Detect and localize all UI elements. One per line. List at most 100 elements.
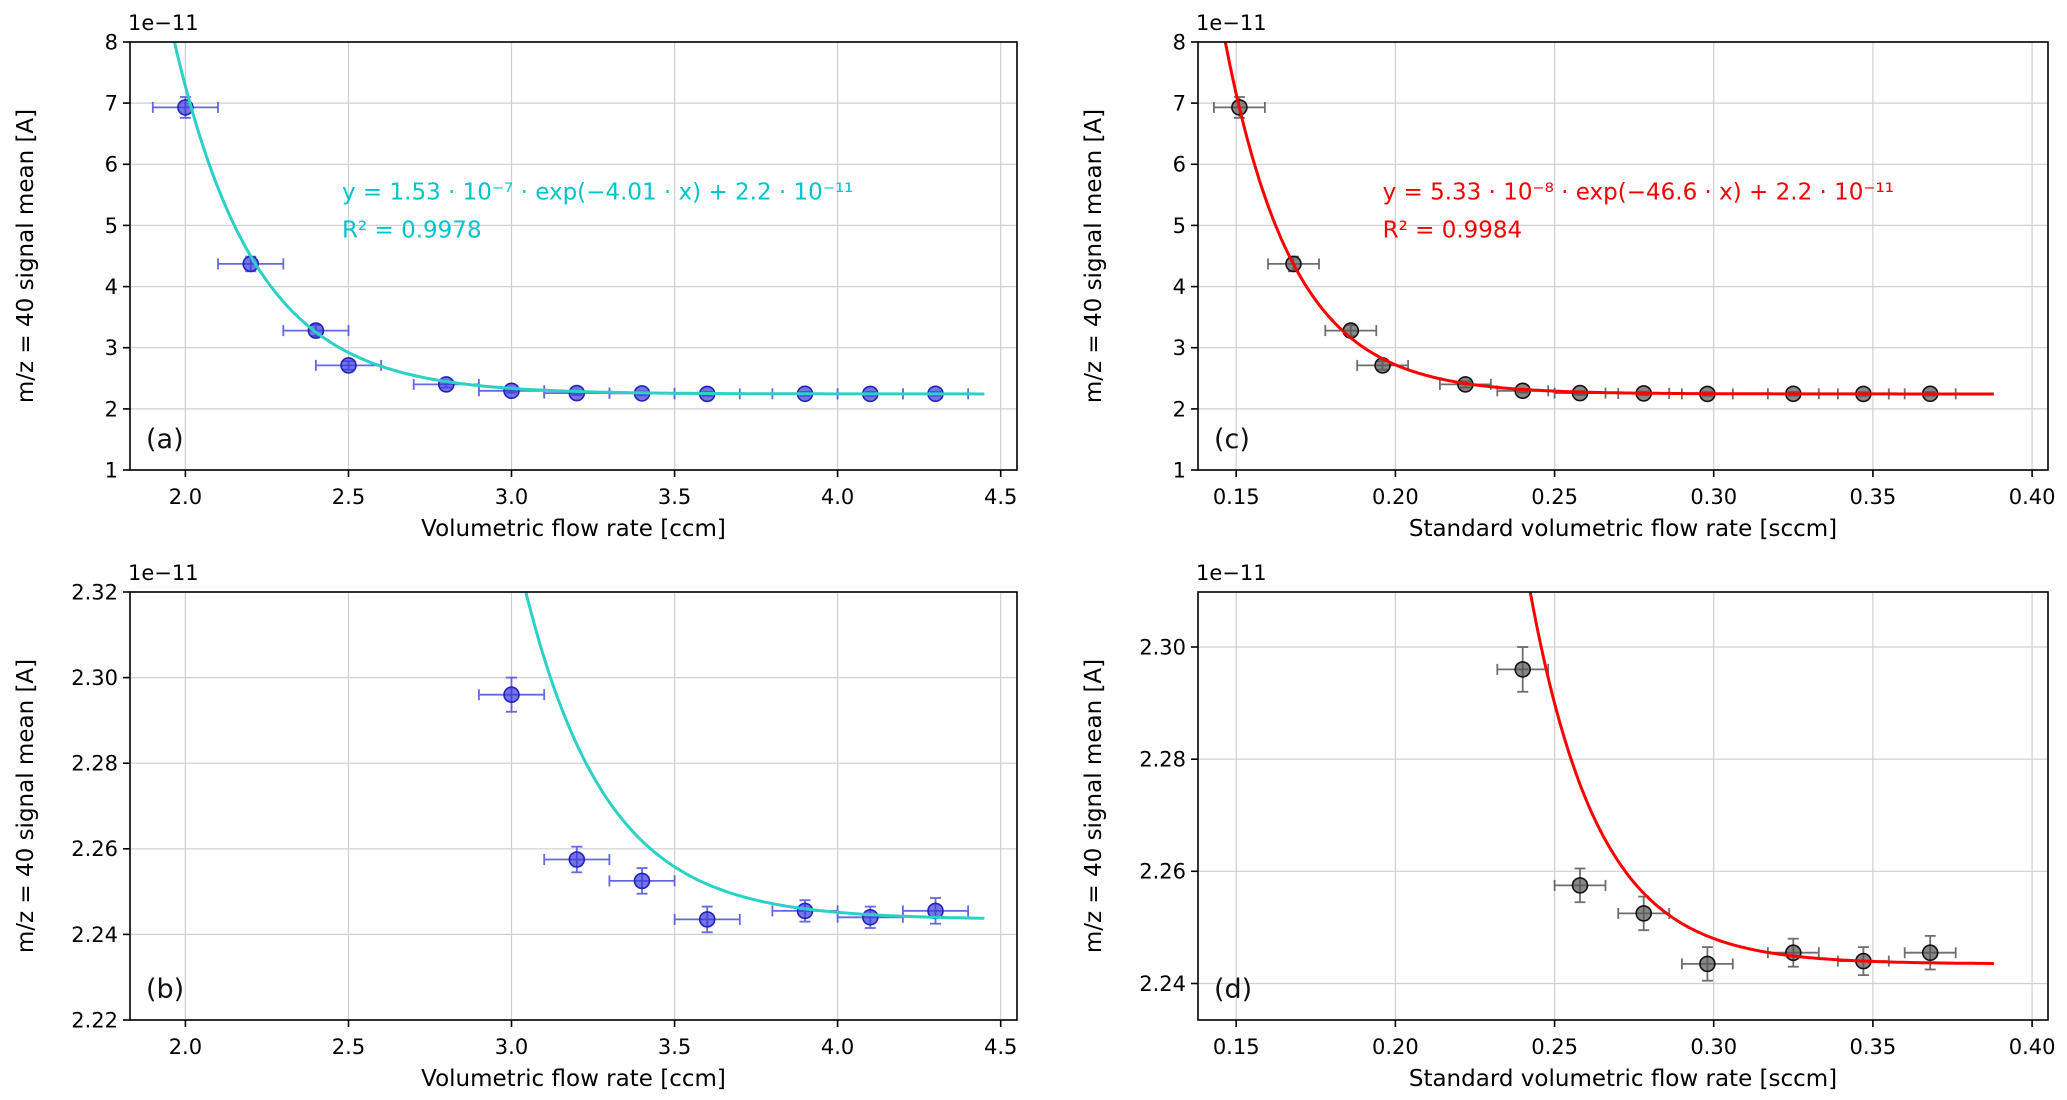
x-axis: 0.15 0.20 0.25 0.30 0.35 0.40: [1213, 470, 2055, 509]
x-tick-label: 4.0: [821, 1035, 854, 1059]
x-tick-label: 3.0: [495, 1035, 528, 1059]
x-tick-label: 0.15: [1213, 485, 1260, 509]
x-axis-label: Volumetric flow rate [ccm]: [421, 1066, 726, 1092]
x-tick-label: 2.5: [332, 485, 365, 509]
data-point: [1514, 661, 1532, 678]
panel-label: (a): [146, 424, 184, 455]
error-bars: [1496, 646, 1957, 982]
x-tick-label: 4.5: [984, 1035, 1017, 1059]
x-axis-label: Volumetric flow rate [ccm]: [421, 516, 726, 542]
subplot-a-argon-signal-vs-ccm: y = 1.53 · 10⁻⁷ · exp(−4.01 · x) + 2.2 ·…: [0, 0, 1033, 550]
y-axis-offset-label: 1e−11: [1196, 11, 1267, 35]
x-tick-label: 0.30: [1690, 1035, 1737, 1059]
fit-curve: [1528, 592, 1994, 965]
axes-frame: [1197, 591, 2049, 1021]
x-tick-label: 0.35: [1850, 485, 1897, 509]
y-tick-label: 2.24: [71, 923, 118, 947]
fit-equation-text: y = 5.33 · 10⁻⁸ · exp(−46.6 · x) + 2.2 ·…: [1383, 180, 1894, 244]
y-tick-label: 2.30: [71, 666, 118, 690]
x-axis-label: Standard volumetric flow rate [sccm]: [1409, 516, 1837, 542]
x-tick-label: 0.25: [1531, 485, 1578, 509]
fit-r-squared: R² = 0.9984: [1383, 218, 1523, 244]
y-tick-label: 3: [1173, 336, 1186, 360]
y-tick-label: 8: [105, 30, 118, 54]
fit-equation-line: y = 1.53 · 10⁻⁷ · exp(−4.01 · x) + 2.2 ·…: [342, 180, 853, 206]
y-tick-label: 7: [105, 91, 118, 115]
fit-equation-text: y = 1.53 · 10⁻⁷ · exp(−4.01 · x) + 2.2 ·…: [342, 180, 853, 244]
subplot-d-argon-signal-vs-sccm-zoom: 0.15 0.20 0.25 0.30 0.35 0.40 2.24 2.26 2.28 2.30…: [1033, 550, 2066, 1100]
axes-frame: [1197, 41, 2049, 471]
x-axis-label: Standard volumetric flow rate [sccm]: [1409, 1066, 1837, 1092]
x-tick-label: 3.5: [658, 1035, 691, 1059]
y-axis-label: m/z = 40 signal mean [A]: [1081, 659, 1107, 953]
y-axis-label: m/z = 40 signal mean [A]: [1081, 109, 1107, 403]
error-bars: [1212, 96, 1957, 400]
data-point: [503, 382, 520, 400]
fit-curve: [524, 592, 985, 920]
x-tick-label: 3.5: [658, 485, 691, 509]
y-tick-label: 1: [105, 458, 118, 482]
data-point: [698, 911, 716, 928]
y-axis: 1 2 3 4 5 6 7 8: [105, 30, 130, 482]
grid-lines: [1198, 592, 2048, 1020]
x-tick-label: 2.0: [169, 1035, 202, 1059]
data-point: [861, 908, 879, 926]
y-tick-label: 2: [105, 397, 118, 421]
y-tick-label: 4: [1173, 275, 1186, 299]
data-points: [177, 99, 944, 403]
y-axis-offset-label: 1e−11: [128, 561, 199, 585]
x-axis: 0.15 0.20 0.25 0.30 0.35 0.40: [1213, 1020, 2056, 1059]
y-tick-label: 5: [105, 214, 118, 238]
data-point: [340, 357, 357, 374]
y-axis-label: m/z = 40 signal mean [A]: [13, 109, 39, 403]
panel-label: (d): [1214, 974, 1252, 1005]
fit-curve: [172, 42, 985, 396]
data-point: [437, 376, 455, 393]
grid-lines: [1198, 41, 2048, 471]
y-tick-label: 7: [1173, 91, 1186, 115]
y-tick-label: 2.26: [1139, 860, 1186, 884]
y-axis: 1 2 3 4 5 6 7 8: [1173, 30, 1198, 482]
y-tick-label: 3: [105, 336, 118, 360]
data-point: [1635, 905, 1653, 922]
x-tick-label: 0.20: [1372, 1035, 1419, 1059]
y-axis: 2.22 2.24 2.26 2.28 2.30 2.32: [71, 580, 130, 1032]
y-tick-label: 2: [1173, 397, 1186, 421]
subplot-b-argon-signal-vs-ccm-zoom: 2.0 2.5 3.0 3.5 4.0 4.52.222.242.262.282.302.…: [0, 550, 1033, 1100]
y-tick-label: 4: [105, 275, 118, 299]
data-point: [1699, 955, 1716, 973]
data-point: [1921, 944, 1939, 962]
x-axis: 2.0 2.5 3.0 3.5 4.0 4.5: [169, 470, 1017, 509]
x-axis: 2.0 2.5 3.0 3.5 4.0 4.5: [169, 1020, 1017, 1059]
grid-lines: [130, 41, 1017, 471]
y-tick-label: 2.22: [71, 1008, 118, 1032]
axes-frame: [129, 591, 1018, 1021]
x-tick-label: 4.0: [821, 485, 854, 509]
data-points: [1514, 661, 1939, 973]
x-tick-label: 0.25: [1531, 1035, 1578, 1059]
fit-equation-line: y = 5.33 · 10⁻⁸ · exp(−46.6 · x) + 2.2 ·…: [1383, 180, 1894, 206]
y-tick-label: 8: [1173, 30, 1186, 54]
data-point: [1571, 877, 1589, 894]
data-point: [568, 851, 586, 868]
grid-lines: [130, 591, 1017, 1021]
y-tick-label: 2.26: [71, 837, 118, 861]
x-tick-label: 0.30: [1690, 485, 1737, 509]
x-tick-label: 2.5: [332, 1035, 365, 1059]
x-tick-label: 0.40: [2009, 1035, 2056, 1059]
error-bars: [477, 676, 969, 934]
panel-label: (c): [1214, 424, 1250, 455]
y-axis-offset-label: 1e−11: [1196, 561, 1267, 585]
x-tick-label: 0.15: [1213, 1035, 1260, 1059]
data-point: [503, 686, 520, 703]
y-tick-label: 6: [105, 153, 118, 177]
axes-frame: [129, 41, 1018, 471]
y-tick-label: 2.28: [1139, 748, 1186, 772]
x-tick-label: 3.0: [495, 485, 528, 509]
y-axis-offset-label: 1e−11: [128, 11, 199, 35]
y-tick-label: 2.32: [71, 580, 118, 604]
fit-r-squared: R² = 0.9978: [342, 218, 482, 244]
subplot-c-argon-signal-vs-sccm: y = 5.33 · 10⁻⁸ · exp(−46.6 · x) + 2.2 ·…: [1033, 0, 2066, 550]
data-point: [633, 872, 651, 890]
